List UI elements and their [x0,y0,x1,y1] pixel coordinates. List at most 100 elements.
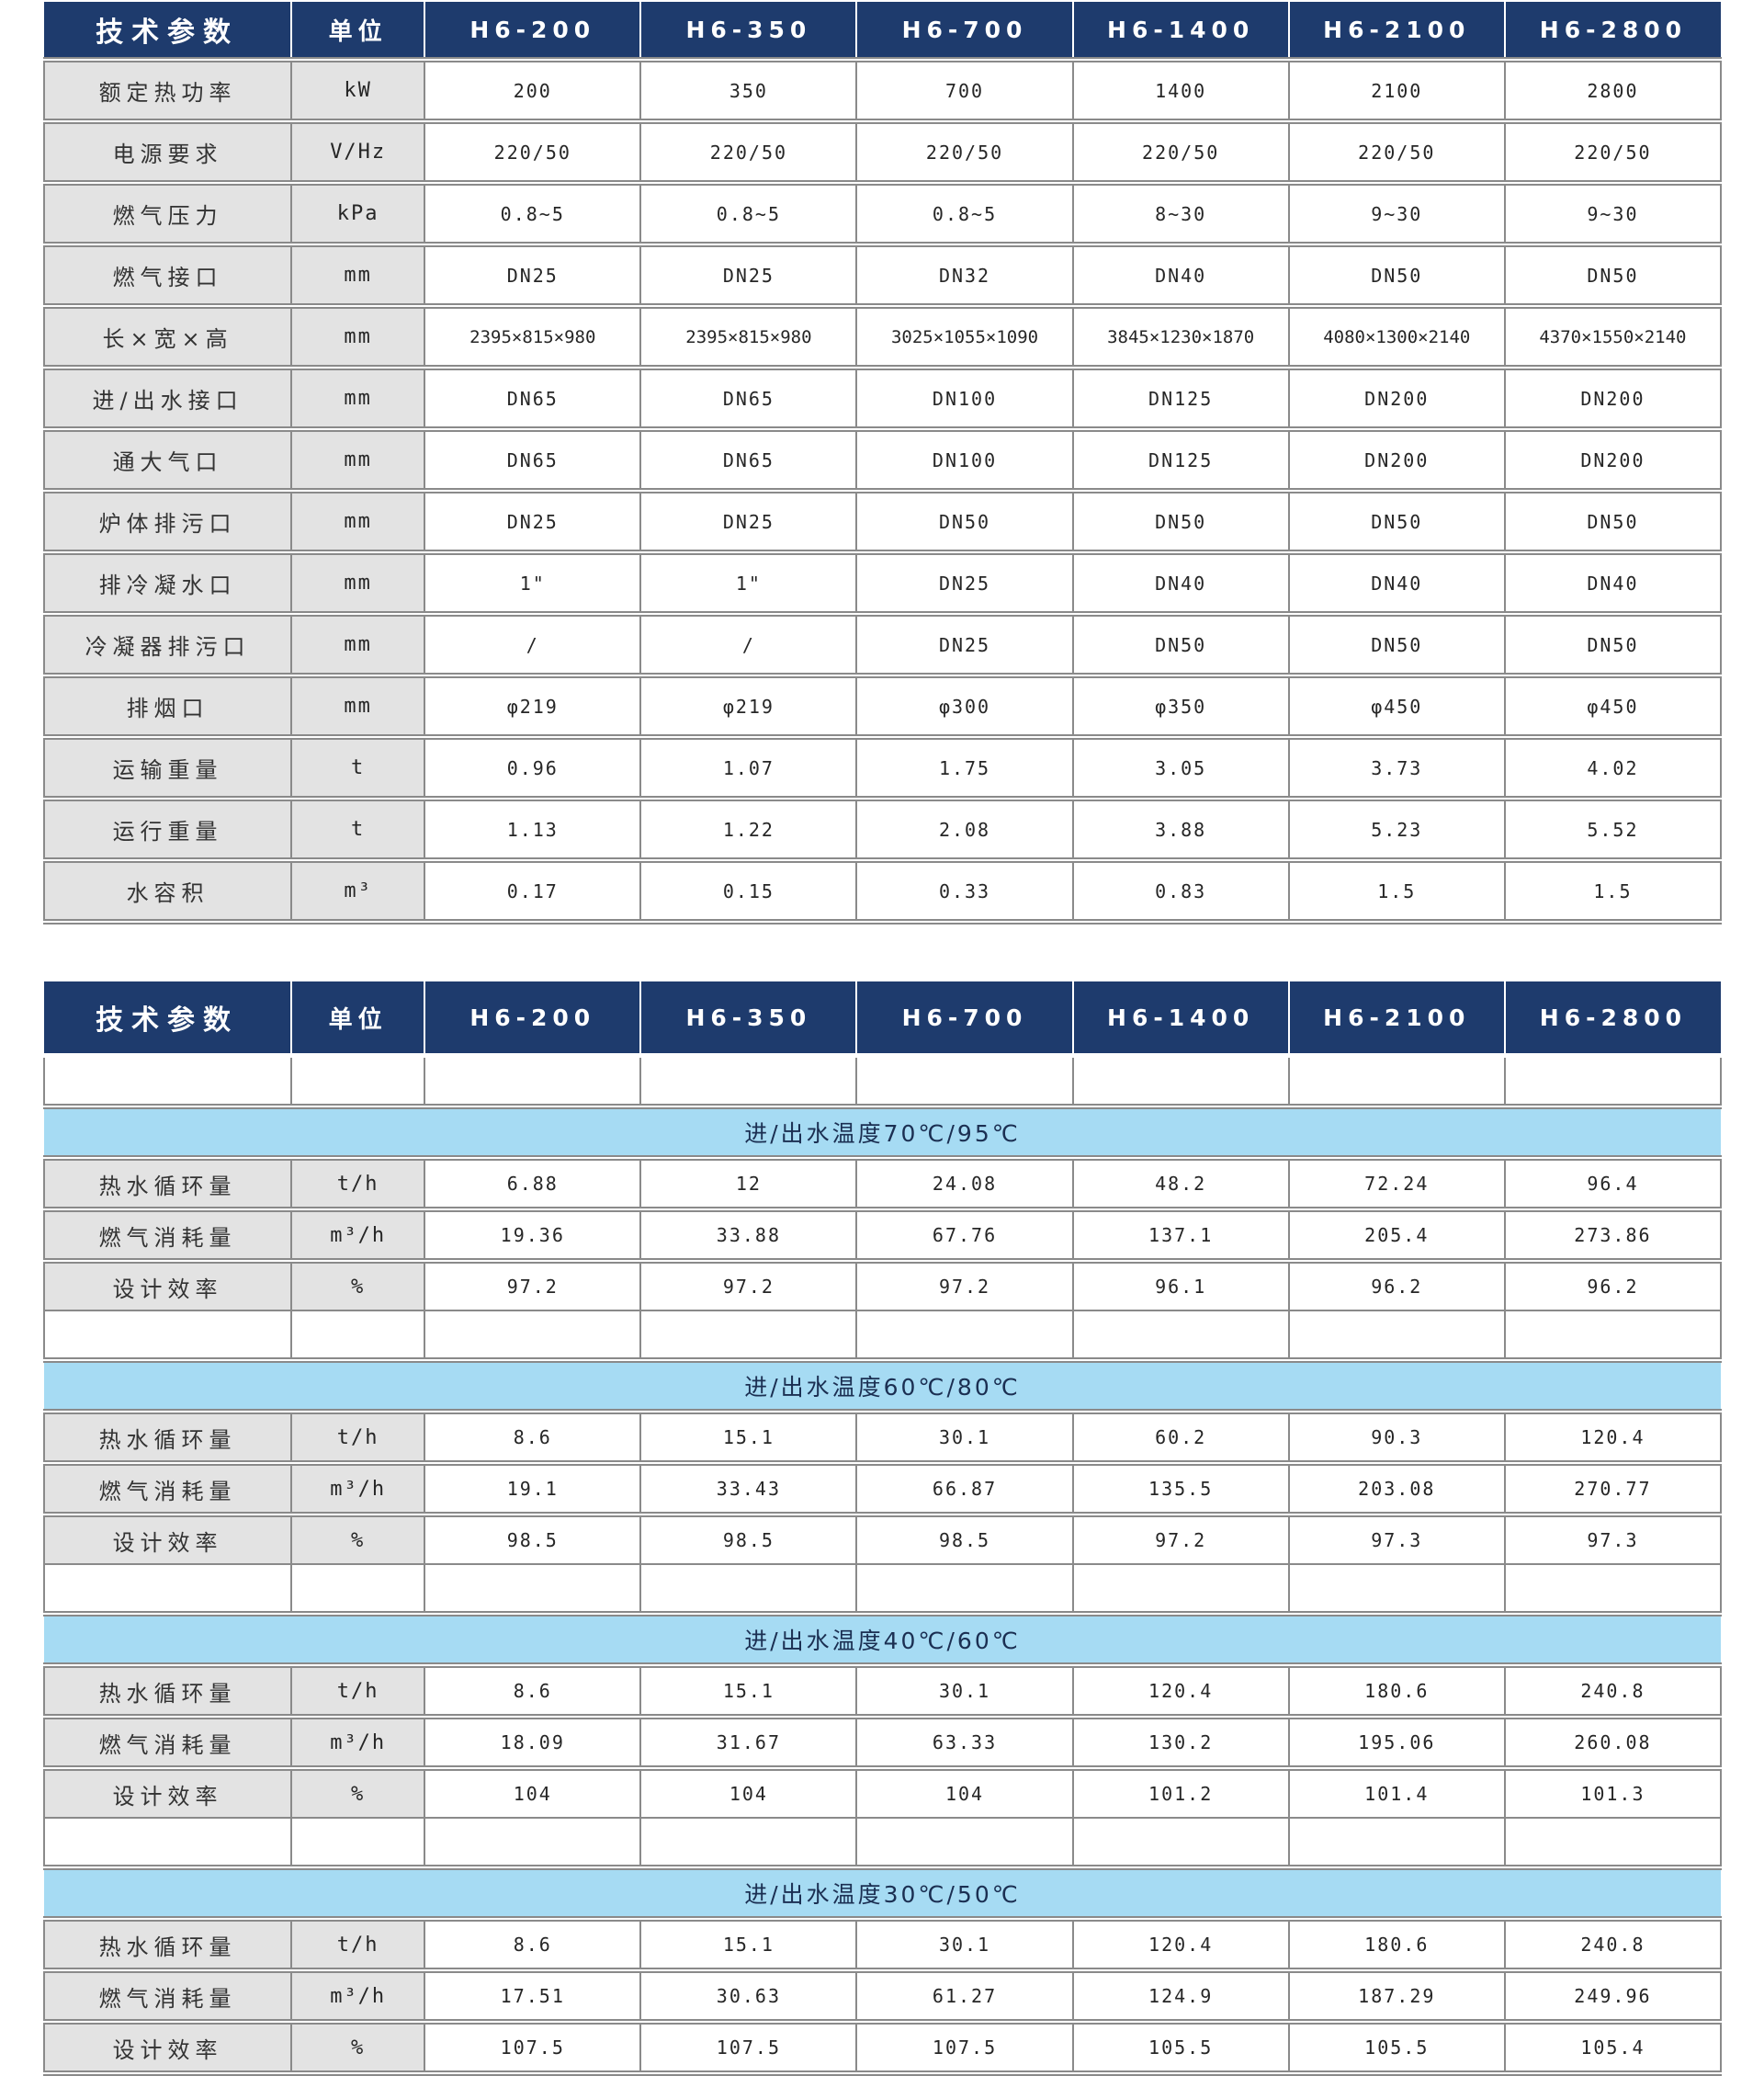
value-cell: DN200 [1287,426,1506,492]
value-cell: φ350 [1071,673,1290,738]
value-cell: 9~30 [1287,180,1506,245]
spacer-row [42,1564,1723,1614]
spacer-cell [424,1564,642,1614]
table-row: 燃气消耗量 m³/h 19.1 33.43 66.87 135.5 203.08 270.77 [42,1460,1723,1515]
value-cell: 180.6 [1287,1916,1506,1971]
table-row: 燃气接口 mm DN25 DN25 DN32 DN40 DN50 DN50 [42,242,1723,307]
value-cell: 220/50 [1287,119,1506,184]
value-cell: DN40 [1287,550,1506,615]
banner-row: 进/出水温度60℃/80℃ [44,1357,1721,1412]
value-cell: 97.3 [1287,1512,1506,1565]
value-cell: 105.4 [1503,2019,1723,2076]
value-cell: DN50 [1071,488,1290,553]
unit-cell: m³/h [290,1714,426,1769]
value-cell: 135.5 [1071,1460,1290,1515]
spacer-cell [1071,1818,1290,1867]
param-label-cell: 冷凝器排污口 [42,611,293,676]
value-cell: 120.4 [1071,1916,1290,1971]
value-cell: 1.75 [855,734,1074,800]
value-cell: / [424,611,642,676]
param-label-cell: 设计效率 [42,1258,293,1311]
value-cell: 3.88 [1071,796,1290,861]
value-cell: 220/50 [1503,119,1723,184]
value-cell: 104 [639,1765,858,1819]
value-cell: 3.05 [1071,734,1290,800]
value-cell: DN32 [855,242,1074,307]
unit-cell: kW [290,57,426,122]
table-row: 排烟口 mm φ219 φ219 φ300 φ350 φ450 φ450 [42,673,1723,738]
spacer-cell [1503,1055,1723,1106]
value-cell: φ219 [639,673,858,738]
value-cell: 205.4 [1287,1207,1506,1262]
value-cell: 1.5 [1287,857,1506,925]
value-cell: 5.23 [1287,796,1506,861]
value-cell: 96.4 [1503,1155,1723,1210]
spacer-row [42,1818,1723,1867]
spacer-cell [42,1310,293,1360]
section-banner: 进/出水温度70℃/95℃ [44,1104,1721,1159]
value-cell: 61.27 [855,1968,1074,2023]
value-cell: 240.8 [1503,1916,1723,1971]
spacer-cell [424,1818,642,1867]
table-row: 燃气消耗量 m³/h 18.09 31.67 63.33 130.2 195.06 260.0… [42,1714,1723,1769]
table-row: 热水循环量 t/h 8.6 15.1 30.1 60.2 90.3 120.4 [42,1409,1723,1464]
spacer-cell [1503,1818,1723,1867]
spec-table-top: 技术参数 单位 H6-200 H6-350 H6-700 H6-1400 H6-… [42,2,1723,925]
table-row: 设计效率% 104 104 104 101.2 101.4 101.3 [42,1765,1723,1819]
unit-cell: V/Hz [290,119,426,184]
value-cell: 200 [424,57,642,122]
model-header-cell: H6-1400 [1071,2,1289,62]
value-cell: 1400 [1071,57,1290,122]
value-cell: 9~30 [1503,180,1723,245]
model-header-cell: H6-2100 [1287,2,1505,62]
value-cell: 30.1 [855,1662,1074,1718]
value-cell: 3025×1055×1090 [855,303,1074,369]
spacer-row [42,1055,1723,1106]
spacer-cell [1503,1310,1723,1360]
value-cell: 1.22 [639,796,858,861]
value-cell: 1.13 [424,796,642,861]
param-label-cell: 进/出水接口 [42,365,293,430]
value-cell: 8~30 [1071,180,1290,245]
unit-cell: mm [290,365,426,430]
value-cell: DN50 [1503,611,1723,676]
param-label-cell: 通大气口 [42,426,293,492]
value-cell: φ219 [424,673,642,738]
value-cell: 107.5 [424,2019,642,2076]
unit-cell: mm [290,673,426,738]
value-cell: 273.86 [1503,1207,1723,1262]
unit-cell: % [290,1765,426,1819]
param-header-cell: 技术参数 [44,2,292,62]
model-header-cell: H6-1400 [1071,981,1289,1058]
spacer-cell [639,1818,858,1867]
unit-cell: t [290,734,426,800]
spacer-cell [42,1564,293,1614]
value-cell: 187.29 [1287,1968,1506,2023]
value-cell: 1.07 [639,734,858,800]
spec-table-top-body: 额定热功率 kW 200 350 700 1400 2100 2800 电源要求 V/Hz 220/… [42,57,1723,925]
table-row: 运行重量 t 1.13 1.22 2.08 3.88 5.23 5.52 [42,796,1723,861]
table-row: 热水循环量 t/h 8.6 15.1 30.1 120.4 180.6 240.8 [42,1916,1723,1971]
unit-header-cell: 单位 [290,981,425,1058]
table-row: 热水循环量 t/h 6.88 12 24.08 48.2 72.24 96.4 [42,1155,1723,1210]
unit-cell: t/h [290,1155,426,1210]
value-cell: φ300 [855,673,1074,738]
value-cell: 2.08 [855,796,1074,861]
spacer-cell [290,1818,426,1867]
unit-cell: % [290,1258,426,1311]
value-cell: 4370×1550×2140 [1503,303,1723,369]
table-row: 燃气压力 kPa 0.8~5 0.8~5 0.8~5 8~30 9~30 9~30 [42,180,1723,245]
spacer-cell [639,1310,858,1360]
value-cell: 72.24 [1287,1155,1506,1210]
value-cell: 2395×815×980 [639,303,858,369]
value-cell: 107.5 [639,2019,858,2076]
table-row: 炉体排污口 mm DN25 DN25 DN50 DN50 DN50 DN50 [42,488,1723,553]
value-cell: 2100 [1287,57,1506,122]
value-cell: 2395×815×980 [424,303,642,369]
unit-cell: mm [290,303,426,369]
value-cell: DN125 [1071,365,1290,430]
table-row: 热水循环量 t/h 8.6 15.1 30.1 120.4 180.6 240.8 [42,1662,1723,1718]
value-cell: 24.08 [855,1155,1074,1210]
value-cell: 15.1 [639,1916,858,1971]
unit-cell: m³/h [290,1460,426,1515]
